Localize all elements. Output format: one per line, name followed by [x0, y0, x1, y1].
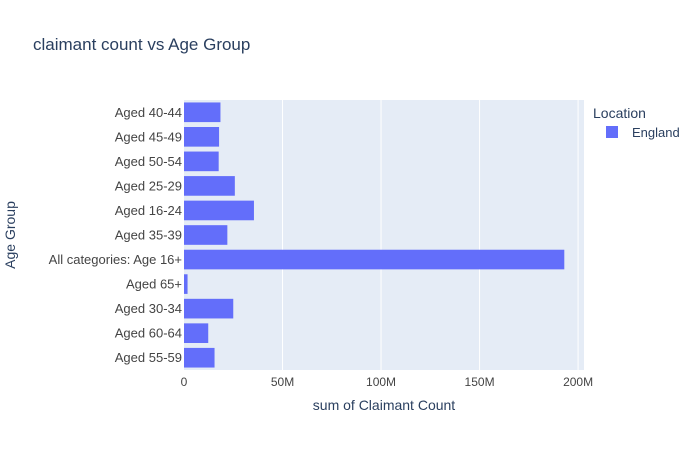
y-tick-label: Aged 25-29: [115, 178, 182, 193]
y-tick-label: Aged 60-64: [115, 326, 182, 341]
y-tick-label: Aged 40-44: [115, 105, 182, 120]
legend-label-england: England: [632, 125, 680, 140]
bar[interactable]: [184, 225, 228, 245]
bar[interactable]: [184, 200, 254, 221]
x-gridlines: [282, 100, 579, 370]
y-tick-labels: Aged 40-44 Aged 45-49 Aged 50-54 Aged 25-29…: [49, 105, 182, 365]
x-tick-labels: 0 50M 100M 150M 200M: [181, 375, 593, 389]
bar[interactable]: [184, 249, 565, 270]
legend-swatch: [606, 126, 618, 138]
x-tick-label: 100M: [366, 375, 396, 389]
y-tick-label: Aged 55-59: [115, 350, 182, 365]
chart-title: claimant count vs Age Group: [33, 35, 250, 54]
bars-group: [184, 102, 565, 368]
bar[interactable]: [184, 298, 234, 319]
bar[interactable]: [184, 127, 220, 147]
y-tick-label: Aged 35-39: [115, 228, 182, 243]
y-tick-label: Aged 65+: [126, 277, 182, 292]
x-axis-title: sum of Claimant Count: [313, 397, 456, 413]
y-tick-label: Aged 30-34: [115, 301, 182, 316]
legend-title: Location: [593, 105, 646, 121]
plot-area: [184, 100, 584, 370]
legend[interactable]: Location England: [593, 105, 680, 140]
legend-item-england[interactable]: England: [606, 125, 680, 140]
y-tick-label: Aged 50-54: [115, 154, 182, 169]
y-tick-label: Aged 16-24: [115, 203, 182, 218]
bar[interactable]: [184, 102, 221, 123]
bar[interactable]: [184, 151, 219, 172]
x-tick-label: 0: [181, 375, 188, 389]
y-axis-title: Age Group: [2, 201, 18, 269]
bar[interactable]: [184, 347, 215, 368]
bar[interactable]: [184, 176, 235, 196]
bar[interactable]: [184, 274, 188, 294]
y-tick-label: All categories: Age 16+: [49, 252, 182, 267]
x-tick-label: 200M: [563, 375, 593, 389]
y-tick-label: Aged 45-49: [115, 129, 182, 144]
x-tick-label: 150M: [465, 375, 495, 389]
x-tick-label: 50M: [271, 375, 294, 389]
bar[interactable]: [184, 323, 209, 343]
